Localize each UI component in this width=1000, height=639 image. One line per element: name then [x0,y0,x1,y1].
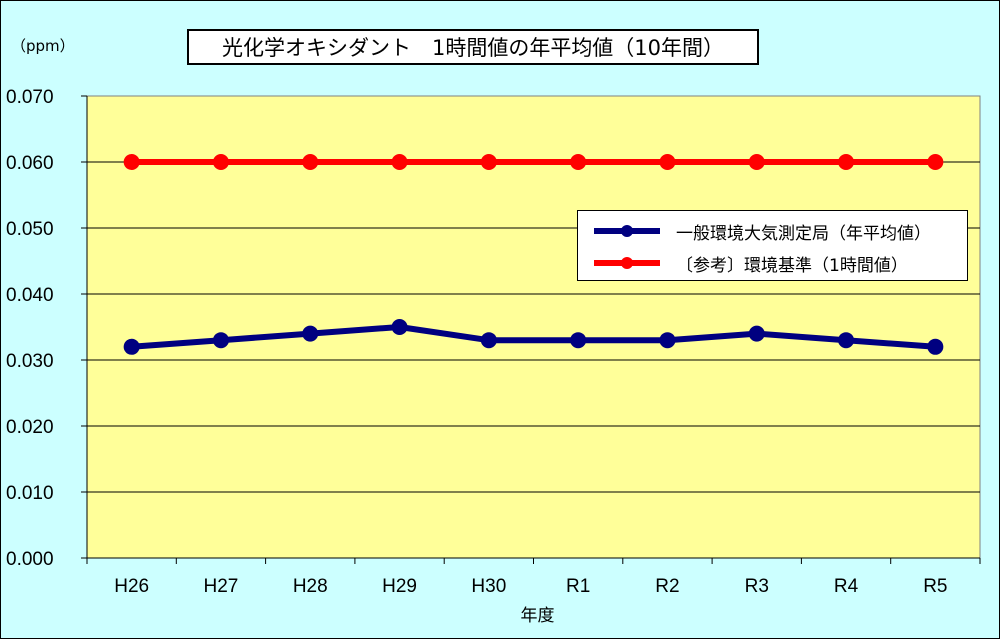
chart-legend: 一般環境大気測定局（年平均値） 〔参考〕環境基準（1時間値） [577,210,968,281]
legend-swatch-series-2 [594,257,660,269]
y-tick-label: 0.040 [6,285,54,306]
plot-area [86,95,981,559]
y-axis-unit-label: （ppm） [11,37,75,55]
x-tick-label: R3 [745,576,769,597]
data-point-series-2 [123,154,140,170]
x-tick-label: H29 [382,576,417,597]
data-point-series-2 [659,154,676,170]
x-tick-label: R2 [655,576,679,597]
series-line-1 [131,324,936,350]
x-tick-label: R1 [566,576,590,597]
y-tick-label: 0.050 [6,219,54,240]
x-tick-label: H28 [293,576,328,597]
x-axis-label: 年度 [520,606,555,626]
y-tick-label: 0.010 [6,483,54,504]
data-point-series-2 [480,154,497,170]
data-point-series-1 [302,325,319,342]
legend-item-series-1: 一般環境大気測定局（年平均値） [590,219,931,244]
y-tick-label: 0.060 [6,153,54,174]
x-tick-label: R5 [923,576,947,597]
chart-title: 光化学オキシダント 1時間値の年平均値（10年間） [221,36,725,60]
data-point-series-1 [748,325,765,342]
data-point-series-2 [391,154,408,170]
data-point-series-2 [748,154,765,170]
x-tick-label: H30 [471,576,506,597]
data-point-series-1 [480,332,497,349]
legend-swatch-series-1 [594,225,660,237]
chart-title-box: 光化学オキシダント 1時間値の年平均値（10年間） [187,29,759,65]
data-point-series-1 [838,332,855,349]
data-point-series-2 [838,154,855,170]
data-point-series-2 [927,154,944,170]
x-tick-label: H27 [204,576,239,597]
data-point-series-1 [123,338,140,355]
legend-label-series-2: 〔参考〕環境基準（1時間値） [676,255,908,276]
data-point-series-2 [570,154,587,170]
data-point-series-1 [927,338,944,355]
y-tick-label: 0.070 [6,87,54,108]
data-point-series-1 [212,332,229,349]
y-tick-label: 0.030 [6,351,54,372]
data-point-series-1 [659,332,676,349]
legend-item-series-2: 〔参考〕環境基準（1時間値） [590,251,908,276]
data-point-series-2 [212,154,229,170]
data-point-series-1 [391,319,408,335]
x-tick-label: R4 [834,576,859,597]
x-tick-label: H26 [114,576,149,597]
data-point-series-2 [302,154,319,170]
y-tick-label: 0.020 [6,417,54,438]
data-point-series-1 [570,332,587,349]
legend-label-series-1: 一般環境大気測定局（年平均値） [676,223,931,244]
y-tick-label: 0.000 [6,549,54,570]
